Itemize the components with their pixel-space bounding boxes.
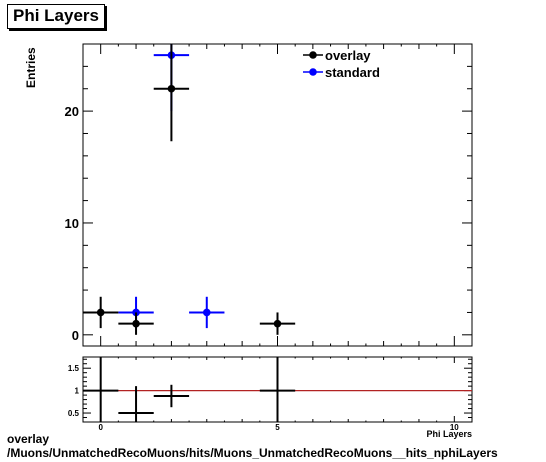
main-plot-frame	[82, 43, 473, 347]
ratio-axis-ticks: 0.5 1 1.5 0 5 10	[68, 357, 473, 432]
y-axis-label: Entries	[24, 47, 38, 88]
overlay-point-marker	[167, 84, 176, 93]
ratio-y-tick-label: 1.5	[68, 364, 80, 373]
x-tick-label: 0	[98, 423, 103, 432]
footer-line-1: overlay	[7, 432, 50, 446]
ratio-data-marks	[83, 357, 472, 422]
footer-line-2: /Muons/UnmatchedRecoMuons/hits/Muons_Unm…	[7, 446, 498, 460]
chart-title: Phi Layers	[7, 4, 105, 29]
legend: overlay standard	[303, 48, 380, 80]
y-tick-label: 20	[65, 104, 79, 119]
ratio-y-tick-label: 1	[75, 387, 80, 396]
x-axis-label: Phi Layers	[426, 429, 472, 439]
x-tick-label: 10	[450, 423, 459, 432]
ratio-y-tick-label: 0.5	[68, 409, 80, 418]
frame-rect	[82, 43, 473, 347]
y-tick-label: 0	[72, 328, 79, 343]
standard-point-marker	[202, 308, 211, 317]
main-data-marks	[83, 44, 296, 335]
legend-standard-marker	[309, 68, 317, 76]
x-tick-label: 5	[275, 423, 280, 432]
overlay-point-marker	[96, 308, 105, 317]
overlay-point-marker	[132, 319, 140, 328]
legend-overlay-marker	[309, 51, 317, 59]
legend-overlay-label: overlay	[325, 48, 371, 63]
main-axis-ticks: 0 10 20	[65, 43, 473, 346]
overlay-point-marker	[273, 319, 282, 328]
y-tick-label: 10	[65, 216, 79, 231]
legend-standard-label: standard	[325, 65, 380, 80]
